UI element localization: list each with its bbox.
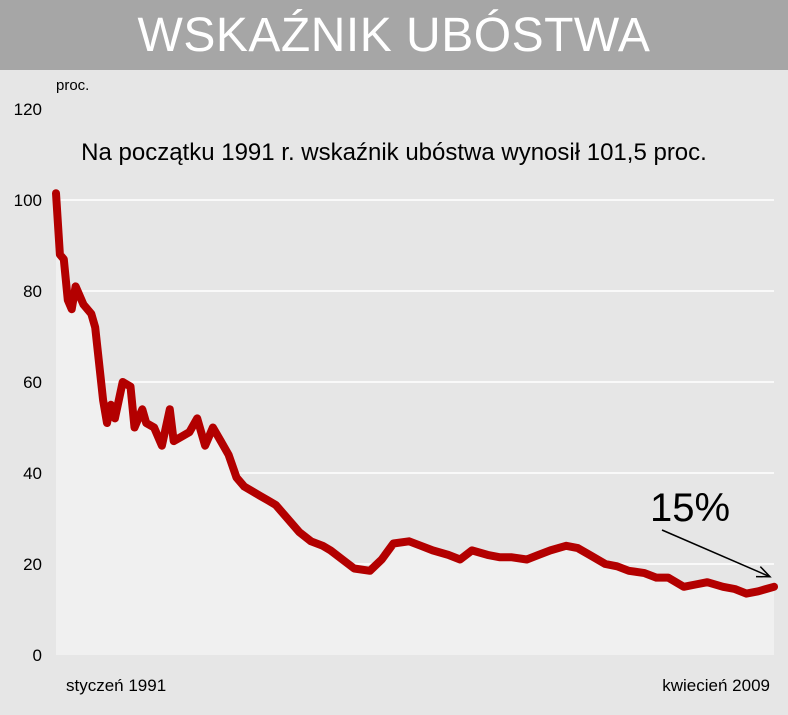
y-tick-label: 40 xyxy=(23,464,42,483)
y-tick-label: 60 xyxy=(23,373,42,392)
y-tick-label: 0 xyxy=(33,646,42,665)
annotation-arrow xyxy=(661,529,772,578)
annotation-label: 15% xyxy=(650,486,731,530)
y-tick-label: 100 xyxy=(14,191,42,210)
title-bar: WSKAŹNIK UBÓSTWA xyxy=(0,0,788,70)
arrow-shaft xyxy=(661,529,771,578)
x-start-label: styczeń 1991 xyxy=(66,676,167,695)
y-tick-label: 80 xyxy=(23,282,42,301)
y-tick-labels: 0 20 40 60 80 100 120 xyxy=(14,100,42,665)
series-line xyxy=(52,189,778,598)
arrow-head xyxy=(755,566,772,578)
chart-subtitle: Na początku 1991 r. wskaźnik ubóstwa wyn… xyxy=(81,139,707,166)
area-fill xyxy=(56,193,774,655)
y-axis-unit: proc. xyxy=(56,77,90,94)
chart-title: WSKAŹNIK UBÓSTWA xyxy=(137,8,651,62)
x-end-label: kwiecień 2009 xyxy=(662,676,770,695)
y-tick-label: 20 xyxy=(23,555,42,574)
y-tick-label: 120 xyxy=(14,100,42,119)
